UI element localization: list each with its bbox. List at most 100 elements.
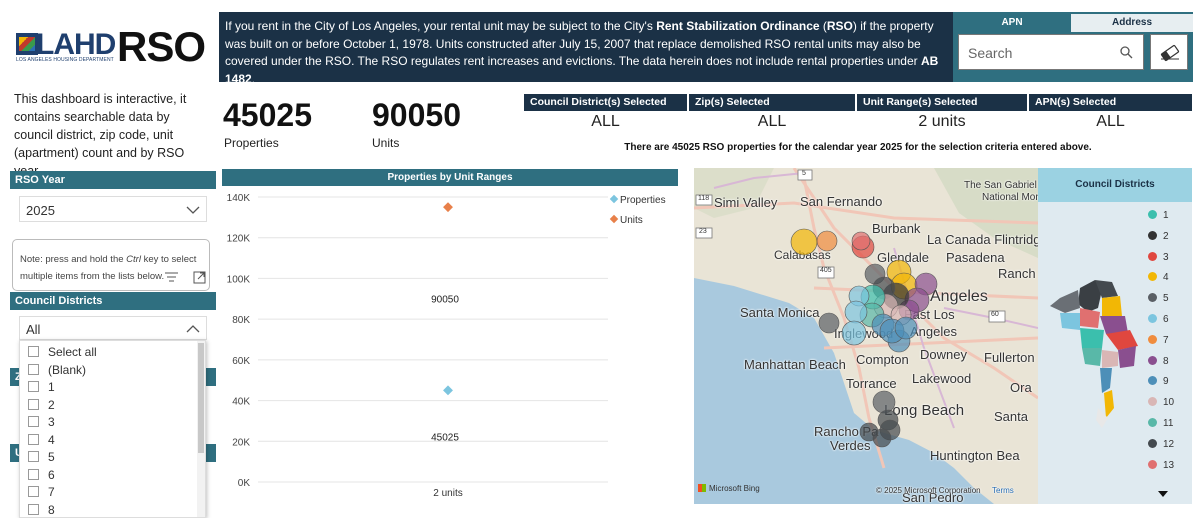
- route-label: 118: [698, 195, 710, 202]
- y-tick-label: 0K: [238, 478, 251, 489]
- route-label: 60: [991, 311, 999, 318]
- council-district-map: [1050, 280, 1138, 428]
- map-place-label: The San Gabriel: [964, 180, 1037, 191]
- tab-apn[interactable]: APN: [953, 14, 1071, 32]
- council-districts-dropdown[interactable]: All: [19, 316, 207, 340]
- data-label: 45025: [431, 432, 459, 443]
- legend-dot: [1148, 355, 1157, 365]
- focus-mode-icon[interactable]: [193, 271, 206, 284]
- list-item-8[interactable]: 8: [28, 502, 55, 518]
- route-label: 405: [820, 267, 832, 274]
- list-item-5[interactable]: 5: [28, 449, 55, 467]
- route-label: 5: [802, 170, 806, 177]
- microsoft-bing-logo: Microsoft Bing: [698, 484, 760, 493]
- list-item-1[interactable]: 1: [28, 379, 55, 397]
- scroll-down-icon[interactable]: [1158, 491, 1168, 498]
- tab-address[interactable]: Address: [1071, 14, 1193, 32]
- council-legend-item[interactable]: 7: [1148, 333, 1169, 348]
- checkbox[interactable]: [28, 433, 39, 445]
- map-place-label: Ranch: [998, 266, 1036, 281]
- map-place-label: La Canada Flintridge: [927, 232, 1038, 247]
- rso-year-dropdown[interactable]: 2025: [19, 196, 207, 222]
- council-legend-item[interactable]: 11: [1148, 416, 1173, 431]
- council-districts-value: All: [26, 322, 41, 337]
- rso-property-bubbles: [790, 228, 938, 448]
- legend-marker: [609, 214, 619, 224]
- map-place-label: Lakewood: [912, 371, 972, 386]
- chevron-down-icon: [186, 206, 200, 214]
- council-selected-header: Council District(s) Selected: [524, 94, 687, 111]
- list-item-2[interactable]: 2: [28, 397, 55, 415]
- council-legend-item[interactable]: 10: [1148, 395, 1174, 410]
- unit-range-selected-value: 2 units: [918, 113, 966, 130]
- map-attribution: © 2025 Microsoft Corporation: [876, 486, 981, 495]
- list-scrollbar[interactable]: [197, 341, 205, 517]
- checkbox[interactable]: [28, 503, 39, 515]
- legend-label: 3: [1163, 251, 1169, 263]
- council-legend-item[interactable]: 8: [1148, 354, 1169, 369]
- scrollbar-thumb[interactable]: [198, 343, 204, 453]
- checkbox[interactable]: [28, 381, 39, 392]
- council-legend-title: Council Districts: [1038, 168, 1192, 202]
- legend-label: 13: [1163, 459, 1175, 471]
- list-item-6[interactable]: 6: [28, 467, 55, 485]
- map-place-label: Verdes: [830, 438, 871, 453]
- checkbox[interactable]: [28, 398, 39, 410]
- map-place-label: Fullerton: [984, 350, 1035, 365]
- council-legend-item[interactable]: 13: [1148, 458, 1174, 473]
- list-item-3[interactable]: 3: [28, 414, 55, 432]
- council-legend-item[interactable]: 4: [1148, 270, 1169, 285]
- y-tick-label: 20K: [232, 437, 250, 448]
- map-place-label: Torrance: [846, 376, 897, 391]
- apn-selected-header: APN(s) Selected: [1029, 94, 1192, 111]
- council-legend-item[interactable]: 12: [1148, 437, 1174, 452]
- map-terms-link[interactable]: Terms: [992, 486, 1014, 495]
- council-legend-item[interactable]: 9: [1148, 374, 1169, 389]
- checkbox[interactable]: [28, 346, 39, 357]
- y-tick-label: 120K: [227, 234, 251, 245]
- rso-year-value: 2025: [26, 203, 55, 218]
- unit-range-selected-header: Unit Range(s) Selected: [857, 94, 1027, 111]
- rso-properties-map[interactable]: 118 23 405 5 60 Simi Valley San Fernando…: [694, 168, 1038, 504]
- legend-dot: [1148, 210, 1157, 219]
- checkbox[interactable]: [28, 468, 39, 480]
- list-item-blank[interactable]: (Blank): [28, 362, 86, 380]
- y-tick-label: 100K: [227, 274, 251, 285]
- council-districts-header: Council Districts: [10, 292, 216, 310]
- y-tick-label: 140K: [227, 193, 251, 204]
- council-legend-item[interactable]: 5: [1148, 291, 1169, 306]
- clear-search-button[interactable]: [1150, 34, 1188, 70]
- checkbox[interactable]: [28, 486, 39, 497]
- list-item-7[interactable]: 7: [28, 484, 55, 502]
- legend-label: 6: [1163, 314, 1169, 325]
- map-place-label: Simi Valley: [714, 195, 778, 210]
- legend-dot: [1148, 438, 1157, 448]
- checkbox[interactable]: [28, 416, 39, 427]
- properties-count: 45025: [223, 97, 312, 133]
- checkbox[interactable]: [28, 451, 39, 462]
- app-title: RSO: [117, 23, 206, 70]
- map-place-label: Long Beach: [884, 402, 965, 419]
- legend-label: 2: [1163, 230, 1169, 242]
- council-selected-value: ALL: [591, 113, 620, 130]
- legend-label: 9: [1163, 376, 1169, 388]
- list-item-4[interactable]: 4: [28, 432, 55, 450]
- council-legend-item[interactable]: 2: [1148, 229, 1169, 244]
- map-place-label: National Mon: [982, 192, 1038, 203]
- council-legend-item[interactable]: 6: [1148, 312, 1169, 327]
- multi-select-note: Note: press and hold the Ctrl key to sel…: [12, 239, 210, 291]
- list-item-select-all[interactable]: Select all: [28, 344, 97, 362]
- legend-label: 1: [1163, 210, 1169, 221]
- map-place-label: Huntington Bea: [930, 448, 1020, 463]
- search-panel: APN Address Search: [953, 12, 1193, 82]
- council-legend-item[interactable]: 1: [1148, 208, 1169, 223]
- search-input[interactable]: Search: [958, 34, 1144, 70]
- apn-selected-value: ALL: [1096, 113, 1125, 130]
- filter-lines-icon[interactable]: [165, 272, 178, 283]
- search-icon[interactable]: [1119, 45, 1133, 59]
- legend-label: Units: [620, 215, 643, 226]
- rso-info-banner: If you rent in the City of Los Angeles, …: [219, 12, 953, 86]
- checkbox[interactable]: [28, 363, 39, 375]
- council-legend-item[interactable]: 3: [1148, 250, 1169, 265]
- y-tick-label: 80K: [232, 315, 250, 326]
